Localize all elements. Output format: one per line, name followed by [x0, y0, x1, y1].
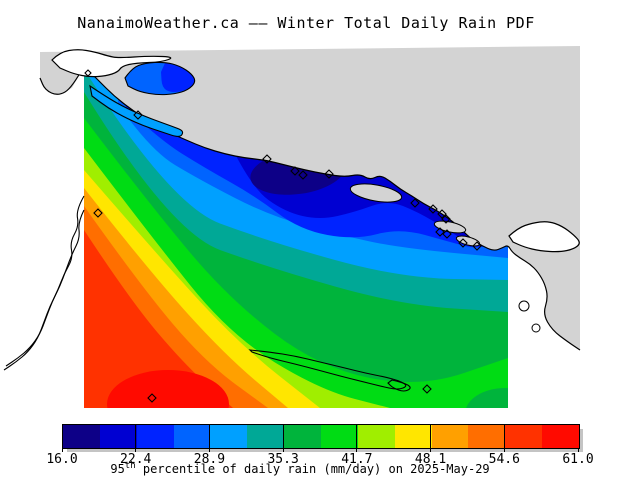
colorbar-segment [136, 425, 174, 448]
colorbar-tick [430, 448, 432, 452]
station-marker-icon [298, 170, 308, 180]
caption-rest: percentile of daily rain (mm/day) on 202… [135, 462, 490, 476]
station-marker-icon [262, 154, 272, 164]
colorbar-tick [208, 448, 210, 452]
colorbar-segment [284, 425, 322, 448]
coastline [39, 65, 85, 95]
station-marker-icon [324, 169, 334, 179]
colorbar-tick-label: 48.1 [414, 452, 447, 467]
colorbar-segment [468, 425, 506, 448]
colorbar-tick [282, 424, 284, 448]
colorbar-tick [503, 448, 505, 452]
station-marker-icon [133, 110, 143, 120]
plot-title: NanaimoWeather.ca —— Winter Total Daily … [77, 14, 535, 32]
colorbar-tick [356, 448, 358, 452]
colorbar-segment [431, 425, 469, 448]
white-land-blob [51, 49, 172, 78]
station-marker-icon [410, 198, 420, 208]
colorbar-tick-label: 22.4 [120, 452, 152, 467]
west-coastline [5, 209, 85, 367]
caption-prefix: 95 [110, 462, 125, 476]
colorbar-tick [577, 448, 579, 452]
station-marker-icon [472, 241, 482, 251]
contour-band [466, 388, 508, 408]
colorbar-caption: 95th percentile of daily rain (mm/day) o… [0, 461, 620, 476]
colorbar-tick [135, 424, 137, 448]
station-markers [84, 69, 482, 403]
contour-max-pocket [107, 370, 229, 408]
island [508, 221, 580, 253]
station-marker-icon [428, 204, 438, 214]
station-marker-icon [290, 166, 300, 176]
colorbar-segment [210, 425, 248, 448]
colorbar-segment [357, 425, 395, 448]
islet [349, 183, 403, 203]
colorbar-tick [503, 424, 505, 448]
coastline [83, 65, 581, 351]
contour-map-canvas [3, 46, 581, 408]
colorbar-segment [63, 425, 100, 448]
station-marker-icon [84, 69, 92, 77]
station-marker-icon [93, 208, 103, 218]
colorbar-tick-label: 61.0 [562, 452, 594, 467]
caption-superscript: th [124, 461, 136, 471]
water-bay-outline [124, 61, 196, 96]
colorbar-segment [394, 425, 432, 448]
water-channel [89, 84, 184, 137]
land-mass [40, 46, 580, 350]
islet [531, 323, 541, 333]
colorbar-tick [135, 448, 137, 452]
lake-outline [387, 379, 411, 392]
colorbar-segment [173, 425, 211, 448]
lake-outline [248, 349, 407, 390]
colorbar-segment [505, 425, 543, 448]
station-marker-icon [458, 238, 468, 248]
station-marker-icon [437, 209, 447, 219]
colorbar: 16.0 22.4 28.9 35.3 41.7 48.1 54.6 61.0 [46, 424, 594, 467]
colorbar-tick [61, 448, 63, 452]
colorbar-segment [247, 425, 285, 448]
colorbar-segment [99, 425, 137, 448]
colorbar-tick [282, 448, 284, 452]
colorbar-tick-label: 16.0 [46, 452, 78, 467]
colorbar-tick-label: 41.7 [341, 452, 373, 467]
colorbar-tick-label: 35.3 [267, 452, 299, 467]
colorbar-tick [208, 424, 210, 448]
colorbar-gradient [62, 424, 580, 449]
station-marker-icon [422, 384, 432, 394]
colorbar-segment [542, 425, 580, 448]
colorbar-tick [356, 424, 358, 448]
station-marker-icon [435, 227, 445, 237]
west-coastline [3, 195, 85, 371]
colorbar-segment [321, 425, 358, 448]
colorbar-tick [430, 424, 432, 448]
station-marker-icon [147, 393, 157, 403]
station-marker-icon [442, 229, 452, 239]
colorbar-tick-label: 54.6 [488, 452, 520, 467]
station-marker-icon [441, 214, 451, 224]
contour-band [84, 230, 233, 408]
colorbar-tick-label: 28.9 [193, 452, 226, 467]
islet [518, 300, 530, 312]
